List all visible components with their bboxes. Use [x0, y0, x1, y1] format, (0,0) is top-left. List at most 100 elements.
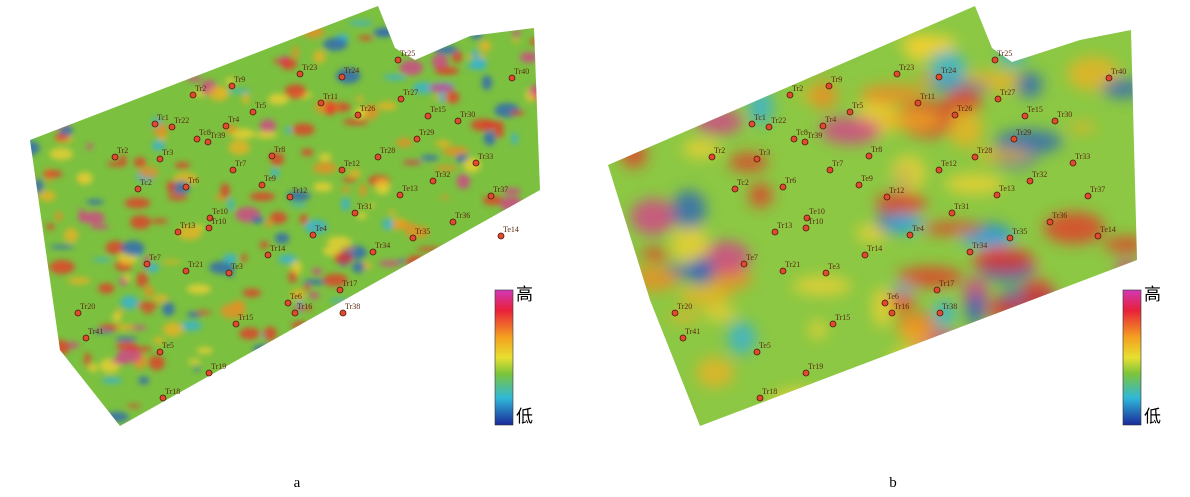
texture [956, 348, 989, 387]
texture [379, 261, 401, 267]
texture [236, 23, 253, 36]
texture [205, 394, 227, 400]
texture [228, 197, 234, 211]
texture [424, 337, 444, 348]
texture [400, 60, 424, 75]
texture [325, 101, 336, 116]
texture [343, 119, 369, 125]
texture [371, 375, 379, 382]
texture [810, 421, 842, 432]
texture [376, 315, 398, 327]
well-label: Te7 [746, 253, 758, 262]
well-label: Tr28 [977, 146, 992, 155]
texture [429, 84, 454, 93]
texture [513, 30, 521, 37]
texture [113, 313, 122, 322]
texture [167, 194, 187, 200]
texture [281, 58, 297, 70]
texture [524, 357, 534, 372]
texture [484, 130, 496, 145]
texture [782, 47, 828, 66]
texture [66, 389, 82, 402]
texture [330, 405, 340, 410]
texture [186, 76, 202, 81]
texture [533, 22, 541, 29]
texture [325, 8, 334, 22]
texture [413, 404, 429, 410]
texture [475, 239, 488, 250]
texture [512, 20, 536, 25]
texture [214, 387, 227, 395]
texture [255, 131, 277, 138]
well-label: Tc1 [754, 113, 766, 122]
well-label: Tr18 [762, 387, 777, 396]
well-label: Tr8 [871, 145, 882, 154]
texture [123, 274, 131, 281]
texture [297, 348, 312, 352]
texture [33, 53, 43, 59]
texture [151, 219, 168, 224]
well-label: Tr2 [714, 146, 725, 155]
texture [440, 196, 449, 200]
texture [391, 8, 407, 12]
texture [323, 322, 332, 330]
texture [619, 375, 642, 400]
texture [448, 292, 468, 303]
well-label: Tr41 [685, 327, 700, 336]
well-label: Tr30 [1057, 110, 1072, 119]
texture [127, 58, 140, 70]
well-label: Tr16 [297, 302, 312, 311]
texture [436, 344, 457, 359]
well-label: Tr38 [942, 302, 957, 311]
texture [77, 172, 93, 185]
texture [641, 248, 669, 261]
texture [688, 257, 715, 284]
texture [435, 140, 450, 147]
texture [471, 29, 482, 39]
texture [829, 412, 864, 424]
texture [482, 75, 492, 90]
texture [352, 261, 365, 272]
texture [773, 422, 799, 435]
texture [232, 397, 251, 410]
texture [292, 46, 298, 59]
texture [481, 346, 493, 358]
texture [56, 360, 68, 367]
texture [301, 149, 314, 156]
texture [672, 190, 707, 229]
texture [593, 17, 637, 56]
well-label: Tr13 [180, 221, 195, 230]
well-label: Tr17 [342, 279, 357, 288]
texture [472, 49, 479, 63]
well-label: Tr33 [1075, 152, 1090, 161]
texture [435, 66, 459, 74]
texture [253, 345, 274, 355]
well-label: Tr2 [792, 84, 803, 93]
texture [51, 340, 70, 355]
texture [61, 401, 79, 409]
well-label: Te10 [212, 207, 228, 216]
texture [232, 21, 255, 34]
texture [284, 84, 306, 98]
texture [102, 57, 121, 61]
texture [471, 119, 495, 131]
texture [290, 399, 316, 413]
texture [359, 184, 367, 197]
texture [500, 197, 523, 212]
texture [434, 348, 448, 356]
texture [153, 294, 168, 302]
texture [303, 285, 311, 291]
well-label: Tr2 [117, 146, 128, 155]
well-label: Tr23 [899, 63, 914, 72]
legend-low: 低 [516, 407, 533, 427]
well-label: Tr16 [894, 302, 909, 311]
well-label: Te6 [290, 292, 302, 301]
well-label: Te12 [941, 159, 957, 168]
texture [1117, 258, 1136, 284]
texture [250, 385, 270, 398]
texture [278, 254, 297, 264]
texture [422, 273, 442, 286]
texture [921, 222, 984, 235]
legend-low: 低 [1144, 407, 1161, 427]
texture [348, 21, 373, 26]
